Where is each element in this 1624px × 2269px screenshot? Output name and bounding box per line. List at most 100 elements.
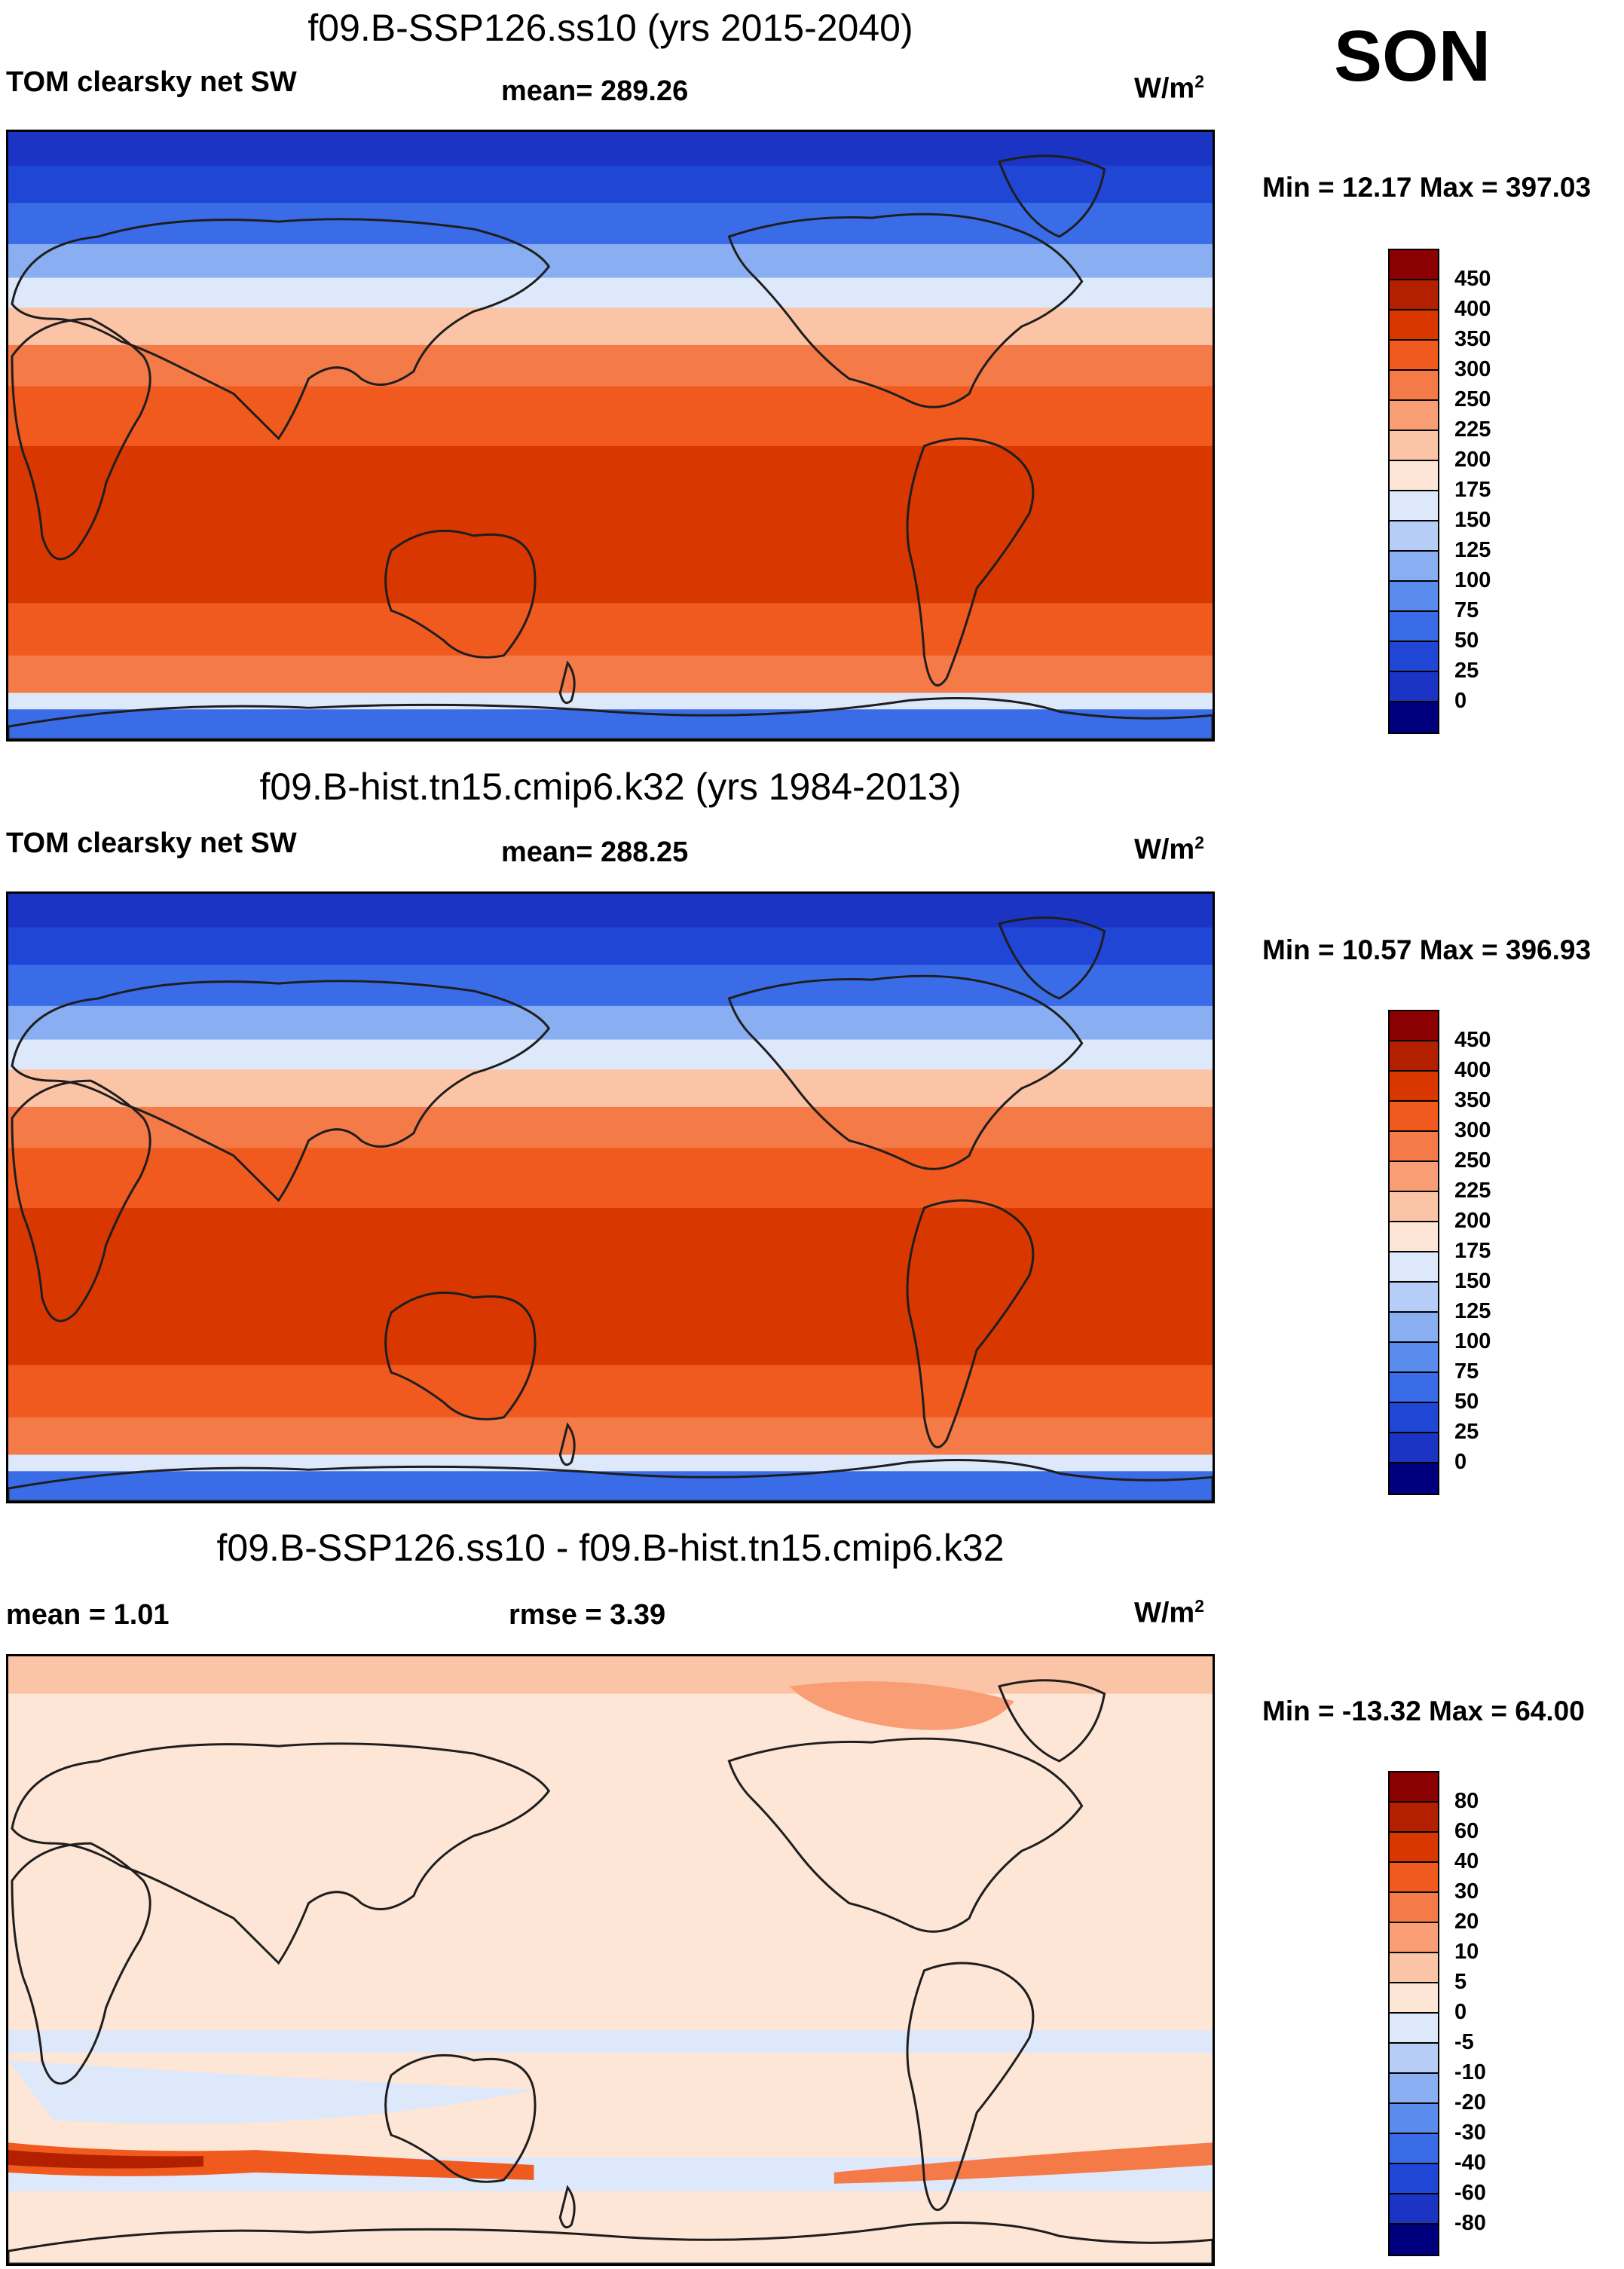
panel3-southern-anomaly-west bbox=[8, 2142, 534, 2180]
panel3-minmax: Min = -13.32 Max = 64.00 bbox=[1262, 1696, 1585, 1726]
panel1-units: W/m2 bbox=[1134, 72, 1204, 105]
panel3-rmse-label: rmse = 3.39 bbox=[509, 1599, 666, 1631]
colorbar-tick-label: -30 bbox=[1454, 2121, 1486, 2145]
colorbar-swatch bbox=[1390, 2164, 1438, 2194]
colorbar-swatch bbox=[1390, 1283, 1438, 1313]
latitude-band bbox=[8, 1106, 1213, 1149]
colorbar-tick-label: 400 bbox=[1454, 297, 1491, 321]
colorbar-swatch bbox=[1390, 1923, 1438, 1953]
colorbar-swatch bbox=[1390, 461, 1438, 491]
colorbar-swatch bbox=[1390, 1041, 1438, 1072]
colorbar-swatch bbox=[1390, 371, 1438, 401]
panel2-map-svg bbox=[8, 894, 1213, 1501]
colorbar-swatch bbox=[1390, 1343, 1438, 1373]
colorbar-tick-label: 50 bbox=[1454, 628, 1479, 653]
colorbar-tick-label: 0 bbox=[1454, 2000, 1467, 2024]
latitude-band bbox=[8, 386, 1213, 447]
panel1-title: f09.B-SSP126.ss10 (yrs 2015-2040) bbox=[307, 7, 913, 49]
colorbar-tick-label: 40 bbox=[1454, 1849, 1479, 1873]
colorbar-swatch bbox=[1390, 1833, 1438, 1863]
colorbar-swatch bbox=[1390, 2225, 1438, 2255]
colorbar-swatch bbox=[1390, 612, 1438, 642]
coastline bbox=[11, 980, 551, 1203]
colorbar-tick-label: 200 bbox=[1454, 448, 1491, 472]
colorbar-swatch bbox=[1390, 2044, 1438, 2074]
panel3-coastlines bbox=[8, 1679, 1213, 2264]
colorbar-swatch bbox=[1390, 552, 1438, 582]
panel2-variable-label: TOM clearsky net SW bbox=[6, 827, 297, 859]
colorbar-tick-label: 350 bbox=[1454, 327, 1491, 351]
panel2-mean-label: mean= 288.25 bbox=[501, 836, 689, 868]
colorbar-swatch bbox=[1390, 1162, 1438, 1192]
colorbar-swatch bbox=[1390, 431, 1438, 461]
colorbar-tick-label: 10 bbox=[1454, 1940, 1479, 1964]
panel1-bands bbox=[8, 132, 1213, 739]
colorbar-tick-label: -20 bbox=[1454, 2090, 1486, 2115]
latitude-band bbox=[8, 693, 1213, 711]
panel3-map bbox=[6, 1654, 1215, 2266]
colorbar-tick-label: 400 bbox=[1454, 1058, 1491, 1082]
coastline bbox=[998, 1679, 1106, 1763]
colorbar-tick-label: 300 bbox=[1454, 357, 1491, 381]
coastline bbox=[11, 1842, 151, 2085]
panel3-southern-anomaly-east bbox=[833, 2142, 1213, 2184]
panel3-title: f09.B-SSP126.ss10 - f09.B-hist.tn15.cmip… bbox=[216, 1527, 1005, 1569]
latitude-band bbox=[8, 1207, 1213, 1277]
latitude-band bbox=[8, 132, 1213, 167]
latitude-band bbox=[8, 655, 1213, 694]
colorbar-tick-label: 175 bbox=[1454, 1239, 1491, 1263]
latitude-band bbox=[8, 344, 1213, 387]
colorbar-swatch bbox=[1390, 1403, 1438, 1433]
panel1-variable-label: TOM clearsky net SW bbox=[6, 66, 297, 98]
colorbar-tick-label: 100 bbox=[1454, 1329, 1491, 1353]
panel2-minmax: Min = 10.57 Max = 396.93 bbox=[1262, 934, 1592, 965]
colorbar-swatch bbox=[1390, 2194, 1438, 2225]
coastline bbox=[8, 2222, 1213, 2264]
colorbar-swatch bbox=[1390, 310, 1438, 341]
coastline bbox=[906, 1962, 1035, 2211]
colorbar-swatch bbox=[1390, 1893, 1438, 1923]
coastline bbox=[11, 1079, 151, 1323]
colorbar-tick-label: 25 bbox=[1454, 659, 1479, 683]
coastline bbox=[906, 1199, 1035, 1448]
panel1-colorbar bbox=[1388, 249, 1439, 734]
panel2-colorbar bbox=[1388, 1010, 1439, 1495]
colorbar-tick-label: -10 bbox=[1454, 2060, 1486, 2084]
latitude-band bbox=[8, 1275, 1213, 1366]
latitude-band bbox=[8, 1454, 1213, 1472]
colorbar-swatch bbox=[1390, 521, 1438, 552]
colorbar-swatch bbox=[1390, 1252, 1438, 1283]
colorbar-tick-label: 450 bbox=[1454, 267, 1491, 291]
colorbar-swatch bbox=[1390, 1433, 1438, 1463]
colorbar-swatch bbox=[1390, 642, 1438, 672]
colorbar-swatch bbox=[1390, 1313, 1438, 1343]
panel2-title: f09.B-hist.tn15.cmip6.k32 (yrs 1984-2013… bbox=[259, 766, 962, 808]
colorbar-tick-label: -60 bbox=[1454, 2181, 1486, 2205]
colorbar-swatch bbox=[1390, 2014, 1438, 2044]
colorbar-tick-label: 150 bbox=[1454, 1269, 1491, 1293]
latitude-band bbox=[8, 709, 1213, 739]
colorbar-swatch bbox=[1390, 1373, 1438, 1403]
panel1-minmax: Min = 12.17 Max = 397.03 bbox=[1262, 172, 1592, 203]
colorbar-swatch bbox=[1390, 1953, 1438, 1983]
coastline bbox=[8, 697, 1213, 739]
colorbar-tick-label: 250 bbox=[1454, 387, 1491, 411]
colorbar-tick-label: 0 bbox=[1454, 1450, 1467, 1474]
colorbar-tick-label: 150 bbox=[1454, 508, 1491, 532]
colorbar-tick-label: 300 bbox=[1454, 1118, 1491, 1142]
colorbar-tick-label: 25 bbox=[1454, 1420, 1479, 1444]
panel1-map-svg bbox=[8, 132, 1213, 739]
coastline bbox=[558, 2185, 576, 2229]
latitude-band bbox=[8, 1417, 1213, 1456]
latitude-band bbox=[8, 203, 1213, 245]
panel1-map bbox=[6, 130, 1215, 742]
colorbar-swatch bbox=[1390, 2104, 1438, 2134]
colorbar-swatch bbox=[1390, 1803, 1438, 1833]
latitude-band bbox=[8, 894, 1213, 928]
colorbar-swatch bbox=[1390, 1011, 1438, 1041]
panel3-units: W/m2 bbox=[1134, 1596, 1204, 1629]
colorbar-tick-label: 350 bbox=[1454, 1088, 1491, 1112]
latitude-band bbox=[8, 307, 1213, 346]
colorbar-swatch bbox=[1390, 280, 1438, 310]
colorbar-swatch bbox=[1390, 1222, 1438, 1252]
